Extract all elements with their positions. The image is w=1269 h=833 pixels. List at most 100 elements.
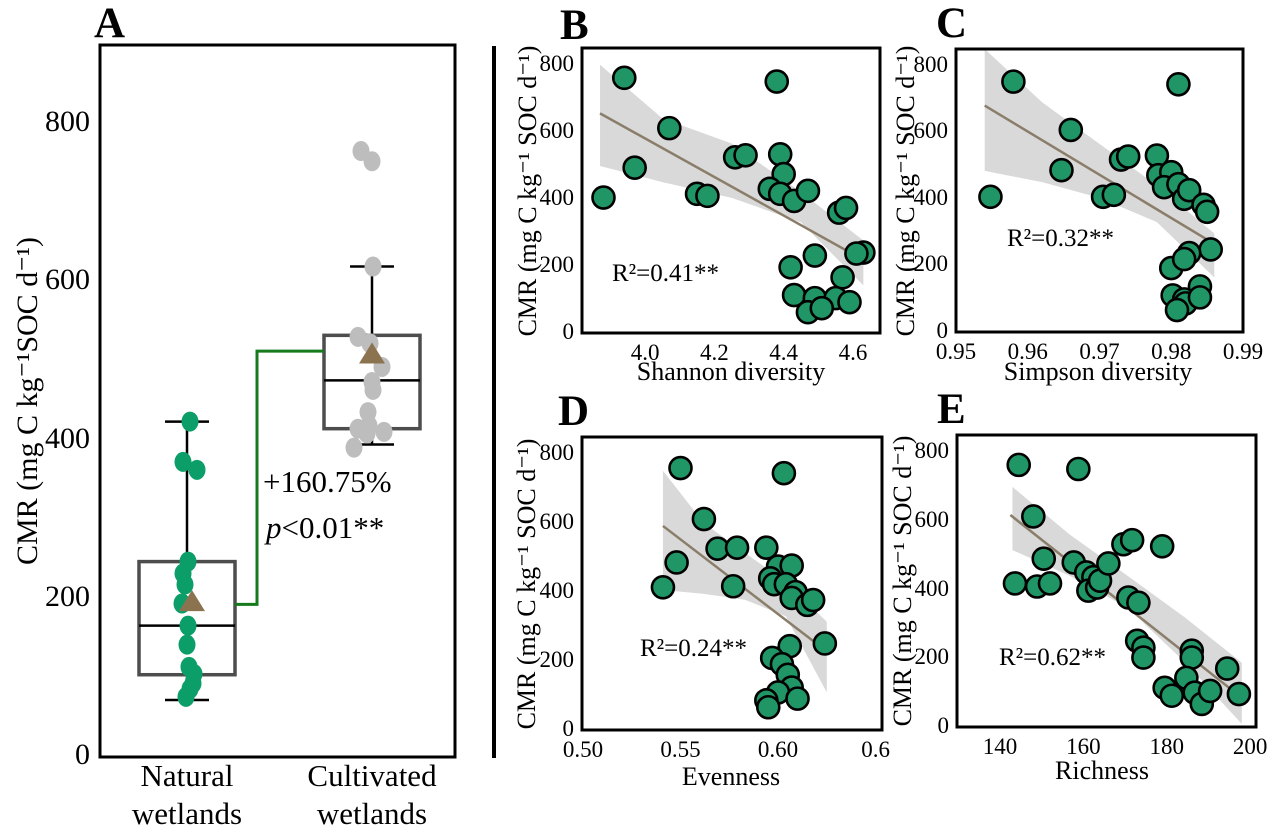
data-point [364, 256, 382, 277]
scatter-point [767, 141, 793, 167]
scatter-point [778, 254, 803, 280]
scatter-point [668, 455, 693, 481]
scatter-point [802, 243, 828, 268]
tick-label: 800 [913, 51, 949, 77]
plot-frame [955, 433, 1258, 729]
scatter-point [664, 550, 689, 575]
tick-label: 0.99 [1222, 339, 1264, 364]
scatter-point [809, 295, 835, 321]
r2-annotation-c: R²=0.32** [1007, 225, 1115, 252]
panel-label-a: A [94, 0, 126, 47]
scatter-point [650, 574, 676, 600]
plot-frame [98, 43, 457, 759]
tick-label: 600 [539, 509, 575, 535]
scatter-point [1101, 182, 1127, 208]
scatter-point [1006, 452, 1032, 478]
tick-label: 4.2 [699, 340, 729, 365]
data-point [177, 686, 195, 707]
panel-c [954, 47, 1245, 334]
scatter-point [1115, 144, 1141, 169]
scatter-point [1198, 237, 1224, 262]
data-point [176, 574, 194, 595]
tick-label: 200 [1232, 734, 1268, 759]
scatter-point [1131, 645, 1156, 670]
tick-label: 600 [914, 506, 950, 532]
tick-label: 200 [913, 251, 949, 277]
scatter-point [764, 69, 790, 94]
confidence-band [984, 49, 1215, 278]
scatter-point [1164, 297, 1190, 323]
panel-e [955, 433, 1258, 729]
scatter-point [1176, 177, 1202, 203]
regression-line [599, 112, 864, 261]
percent-change-label: +160.75% [263, 464, 392, 499]
scatter-point [837, 289, 862, 315]
tick-label: 4.0 [630, 340, 660, 365]
tick-label: 0.96 [1007, 339, 1048, 364]
tick-label: 0.97 [1079, 339, 1120, 364]
scatter-point [754, 535, 779, 560]
category-label-line: Cultivated [307, 758, 437, 793]
scatter-point [1197, 678, 1223, 704]
data-point [178, 634, 196, 655]
panel-label-d: D [558, 388, 590, 435]
tick-label: 0 [562, 716, 575, 741]
regression-line [984, 104, 1219, 248]
scatter-point [1058, 117, 1084, 143]
scatter-point [1119, 527, 1145, 553]
tick-label: 0.98 [1151, 339, 1192, 364]
tick-label: 400 [539, 578, 575, 604]
tick-label: 0.95 [935, 339, 977, 364]
tick-label: 200 [45, 579, 90, 613]
tick-label: 400 [913, 184, 949, 210]
scatter-point [1214, 656, 1240, 681]
plot-frame [954, 47, 1245, 334]
tick-label: 4.4 [769, 340, 799, 365]
scatter-point [833, 195, 859, 221]
panel-d [580, 435, 884, 732]
scatter-point [1179, 645, 1205, 670]
category-label-natural: Natural wetlands [132, 757, 242, 833]
x-axis-label-d: Evenness [681, 762, 781, 791]
tick-label: 800 [914, 438, 950, 464]
scatter-point [795, 178, 821, 204]
scatter-point [1002, 571, 1028, 596]
panel-label-e: E [937, 386, 966, 433]
r2-annotation-b: R²=0.41** [612, 260, 720, 287]
tick-label: 600 [539, 117, 575, 143]
scatter-point [830, 265, 855, 290]
data-point [174, 451, 192, 472]
tick-label: 600 [45, 263, 90, 297]
data-point [363, 151, 381, 172]
scatter-point [733, 142, 758, 168]
p-symbol: p [266, 510, 282, 545]
scatter-point [1166, 71, 1191, 97]
scatter-point [1159, 683, 1185, 709]
panel-label-b: B [560, 2, 589, 49]
tick-label: 400 [45, 421, 90, 455]
scatter-point [691, 506, 717, 532]
scatter-point [978, 184, 1003, 210]
scatter-point [1126, 590, 1151, 615]
scatter-point [1066, 456, 1091, 482]
tick-label: 180 [1149, 734, 1185, 759]
r2-annotation-d: R²=0.24** [640, 635, 748, 662]
tick-label: 800 [539, 440, 575, 466]
tick-label: 400 [539, 184, 575, 210]
scatter-point [695, 183, 720, 209]
scatter-point [1049, 157, 1074, 183]
panel-label-c: C [936, 0, 968, 47]
scatter-point [724, 535, 750, 560]
x-axis-label-e: Richness [1055, 756, 1149, 785]
data-point [364, 379, 382, 400]
category-label-cultivated: Cultivated wetlands [307, 757, 436, 833]
scatter-point [611, 65, 637, 91]
r2-annotation-e: R²=0.62** [999, 644, 1107, 671]
scatter-point [800, 587, 826, 613]
data-point [181, 411, 199, 432]
scatter-point [1187, 285, 1213, 310]
scatter-point [1031, 546, 1057, 571]
plot-frame [580, 46, 882, 335]
scatter-point [720, 573, 746, 599]
